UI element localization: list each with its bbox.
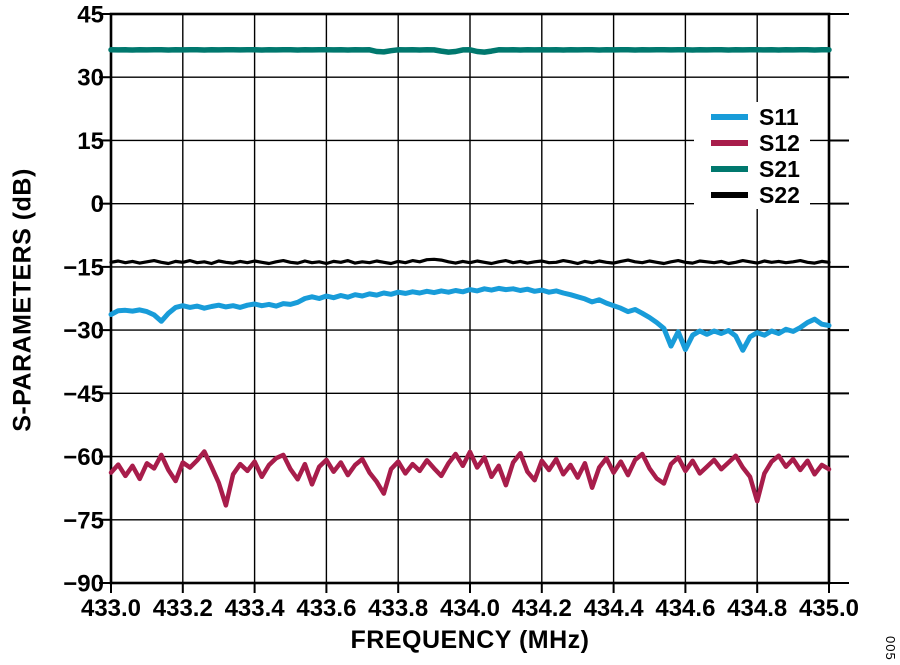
- legend-label-s12: S12: [759, 129, 800, 156]
- y-tick-label: 15: [77, 128, 104, 155]
- x-tick-label: 434.8: [727, 595, 787, 622]
- legend-entry-s11: S11: [694, 104, 810, 130]
- y-tick-label: −75: [63, 507, 104, 534]
- legend-label-s22: S22: [759, 181, 800, 208]
- legend-entry-s21: S21: [694, 156, 810, 182]
- figure-code: 005: [883, 636, 898, 661]
- x-axis-title: FREQUENCY (MHz): [350, 626, 590, 654]
- x-tick-label: 433.8: [368, 595, 428, 622]
- x-tick-label: 435.0: [799, 595, 859, 622]
- plot-frame: [109, 12, 831, 585]
- x-tick-label: 433.2: [153, 595, 213, 622]
- series-s22: [109, 257, 831, 266]
- y-tick-label: −45: [63, 381, 104, 408]
- legend-swatch-s12: [711, 139, 748, 146]
- x-tick-label: 434.0: [440, 595, 500, 622]
- y-tick-label: 30: [77, 65, 104, 92]
- legend-label-s21: S21: [759, 155, 800, 182]
- legend-swatch-s22: [711, 191, 748, 198]
- legend-label-s11: S11: [759, 103, 799, 130]
- y-tick-label: −30: [63, 318, 104, 345]
- y-tick-label: −15: [63, 254, 104, 281]
- legend-swatch-s11: [711, 113, 748, 120]
- legend-entry-s22: S22: [694, 182, 810, 208]
- x-tick-label: 434.6: [655, 595, 715, 622]
- legend: S11 S12 S21 S22: [694, 102, 810, 209]
- x-tick-label: 433.6: [296, 595, 356, 622]
- y-tick-label: −90: [63, 571, 104, 598]
- series-s21: [108, 47, 832, 55]
- y-tick-label: −60: [63, 444, 104, 471]
- y-tick-label: 0: [91, 191, 104, 218]
- x-tick-label: 434.2: [512, 595, 572, 622]
- legend-swatch-s21: [711, 165, 748, 172]
- x-tick-label: 433.0: [81, 595, 141, 622]
- series-s12: [108, 449, 832, 508]
- x-tick-label: 433.4: [225, 595, 286, 622]
- y-axis-title: S-PARAMETERS (dB): [8, 168, 37, 432]
- y-tick-label: 45: [77, 2, 104, 29]
- series-s11: [108, 285, 832, 353]
- x-tick-label: 434.4: [584, 595, 645, 622]
- legend-entry-s12: S12: [694, 130, 810, 156]
